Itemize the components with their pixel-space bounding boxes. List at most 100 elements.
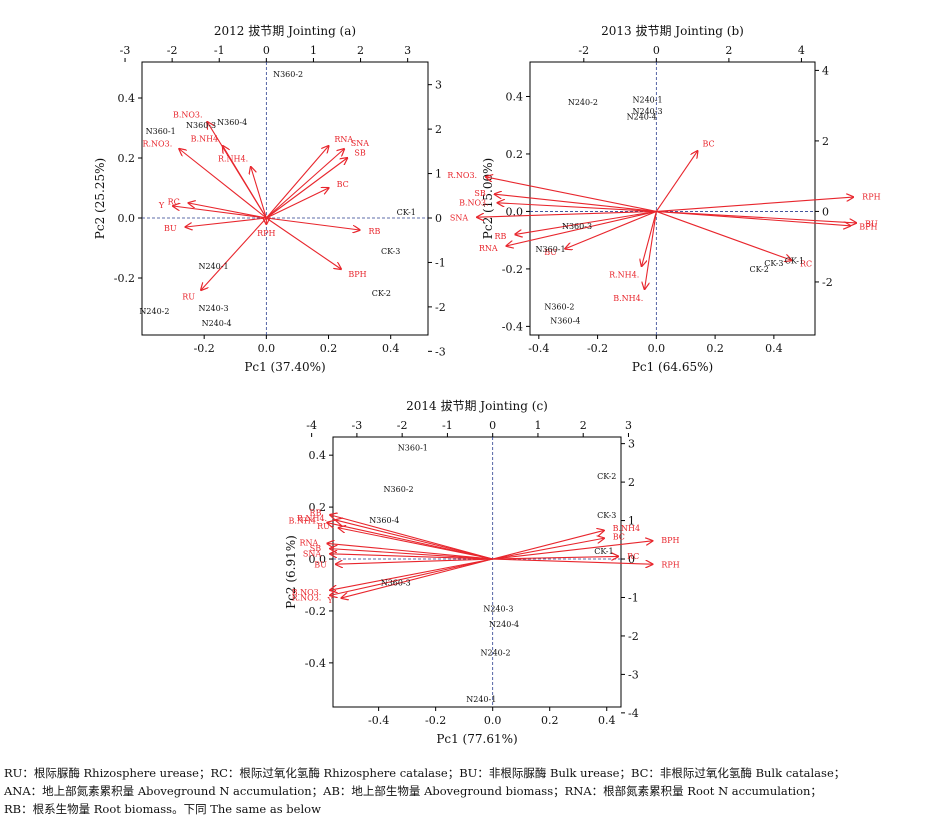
loading-arrow bbox=[251, 167, 267, 218]
y2-tick-label: -2 bbox=[822, 276, 833, 289]
sample-label: CK-1 bbox=[397, 208, 416, 217]
loading-arrow bbox=[266, 188, 328, 218]
sample-label: CK-2 bbox=[750, 265, 769, 274]
y-tick-label: 0.0 bbox=[118, 212, 136, 225]
loading-label: Y bbox=[158, 201, 165, 210]
loading-label: Y bbox=[327, 596, 334, 605]
loading-label: RC bbox=[627, 552, 639, 561]
loading-label: RB bbox=[495, 232, 507, 241]
loading-label: B.NH4 bbox=[191, 134, 219, 143]
x2-tick-label: 2 bbox=[357, 44, 364, 57]
loading-arrow bbox=[342, 559, 493, 598]
x-tick-label: 0.0 bbox=[648, 342, 666, 355]
x2-tick-label: 0 bbox=[489, 419, 496, 432]
loading-label: SNA bbox=[351, 139, 369, 148]
loading-arrow bbox=[656, 151, 697, 211]
loading-label: RPH bbox=[862, 192, 880, 201]
x2-tick-label: -3 bbox=[120, 44, 131, 57]
sample-label: N360-2 bbox=[544, 302, 574, 311]
sample-label: N360-4 bbox=[217, 118, 247, 127]
loading-label: B.NH4. bbox=[613, 294, 643, 303]
x2-tick-label: -1 bbox=[214, 44, 225, 57]
y-tick-label: 0.2 bbox=[118, 152, 136, 165]
sample-label: N240-2 bbox=[481, 648, 511, 657]
x-axis-label: Pc1 (37.40%) bbox=[244, 360, 325, 374]
sample-label: N240-2 bbox=[139, 307, 169, 316]
x2-tick-label: 2 bbox=[580, 419, 587, 432]
y2-tick-label: 2 bbox=[435, 123, 442, 136]
x-axis-label: Pc1 (64.65%) bbox=[632, 360, 713, 374]
loading-label: BPH bbox=[859, 222, 877, 231]
sample-label: N240-1 bbox=[632, 95, 662, 104]
loading-arrow bbox=[173, 206, 266, 218]
y-tick-label: -0.2 bbox=[502, 263, 523, 276]
sample-label: N240-3 bbox=[198, 304, 228, 313]
loading-arrow bbox=[266, 149, 344, 218]
biplot-panel-2014: -0.4 -0.2 0.0 0.2 0.4-0.4-0.20.00.20.4-4 -3 -2… bbox=[284, 398, 680, 746]
loading-arrow bbox=[336, 520, 493, 559]
x-tick-label: 0.4 bbox=[765, 342, 783, 355]
y2-tick-label: -1 bbox=[435, 256, 446, 269]
chart-title: 2014 拔节期 Jointing (c) bbox=[406, 398, 548, 413]
loading-arrow bbox=[186, 218, 267, 227]
y2-tick-label: 4 bbox=[822, 64, 829, 77]
loading-arrow bbox=[330, 559, 493, 595]
loading-label: R.NH4. bbox=[609, 271, 639, 280]
loading-label: SB bbox=[474, 189, 485, 198]
y2-tick-label: 0 bbox=[435, 212, 442, 225]
x-tick-label: 0.0 bbox=[484, 714, 502, 727]
sample-label: CK-3 bbox=[381, 247, 400, 256]
sample-label: N240-2 bbox=[568, 98, 598, 107]
y2-tick-label: -3 bbox=[628, 668, 639, 681]
x2-tick-label: -3 bbox=[352, 419, 363, 432]
loading-label: RPH bbox=[661, 561, 679, 570]
y2-tick-label: 2 bbox=[628, 476, 635, 489]
sample-label: N360-2 bbox=[273, 70, 303, 79]
x2-tick-label: 1 bbox=[310, 44, 317, 57]
sample-label: N240-4 bbox=[627, 113, 657, 122]
x2-tick-label: -2 bbox=[167, 44, 178, 57]
loading-label: R.NO3. bbox=[447, 171, 477, 180]
x2-tick-label: 3 bbox=[404, 44, 411, 57]
y2-tick-label: -4 bbox=[628, 707, 639, 720]
loading-label: SNA bbox=[303, 550, 321, 559]
sample-label: N360-4 bbox=[550, 317, 580, 326]
loading-label: RU bbox=[317, 522, 330, 531]
sample-label: N360-2 bbox=[384, 485, 414, 494]
x2-tick-label: 4 bbox=[798, 44, 805, 57]
y2-tick-label: 3 bbox=[628, 438, 635, 451]
x-tick-label: 0.4 bbox=[598, 714, 616, 727]
y-tick-label: 0.4 bbox=[118, 92, 136, 105]
sample-label: N360-1 bbox=[146, 127, 176, 136]
x2-tick-label: 3 bbox=[625, 419, 632, 432]
y-tick-label: -0.4 bbox=[305, 657, 326, 670]
sample-label: CK-2 bbox=[372, 289, 391, 298]
loading-label: RC bbox=[168, 197, 180, 206]
x2-tick-label: -2 bbox=[397, 419, 408, 432]
x2-tick-label: 2 bbox=[725, 44, 732, 57]
x2-tick-label: 1 bbox=[534, 419, 541, 432]
x-axis-label: Pc1 (77.61%) bbox=[436, 732, 517, 746]
figure-caption: RU：根际脲酶 Rhizosphere urease；RC：根际过氧化氢酶 Rh… bbox=[4, 764, 922, 818]
loading-label: BC bbox=[337, 180, 349, 189]
x2-tick-label: 0 bbox=[653, 44, 660, 57]
x2-tick-label: -2 bbox=[578, 44, 589, 57]
loading-label: B.NO3. bbox=[173, 110, 203, 119]
y-tick-label: 0.4 bbox=[506, 90, 524, 103]
loading-arrow bbox=[493, 530, 604, 559]
sample-label: N240-1 bbox=[466, 695, 496, 704]
y2-tick-label: -2 bbox=[435, 301, 446, 314]
loading-label: BC bbox=[613, 533, 625, 542]
x-tick-label: 0.0 bbox=[258, 342, 276, 355]
x-tick-label: -0.2 bbox=[194, 342, 215, 355]
x-tick-label: 0.2 bbox=[541, 714, 559, 727]
biplot-panel-2013: -0.4 -0.2 0.0 0.2 0.4-0.4-0.20.00.20.4-2 0 2 4-… bbox=[447, 23, 880, 374]
x-tick-label: 0.4 bbox=[382, 342, 400, 355]
loading-arrow bbox=[266, 158, 347, 218]
sample-label: N360-3 bbox=[186, 121, 216, 130]
y-tick-label: -0.2 bbox=[305, 605, 326, 618]
x2-tick-label: -4 bbox=[306, 419, 317, 432]
loading-label: R.NO3. bbox=[292, 593, 322, 602]
sample-label: N360-4 bbox=[369, 516, 399, 525]
sample-label: N360-3 bbox=[381, 578, 411, 587]
